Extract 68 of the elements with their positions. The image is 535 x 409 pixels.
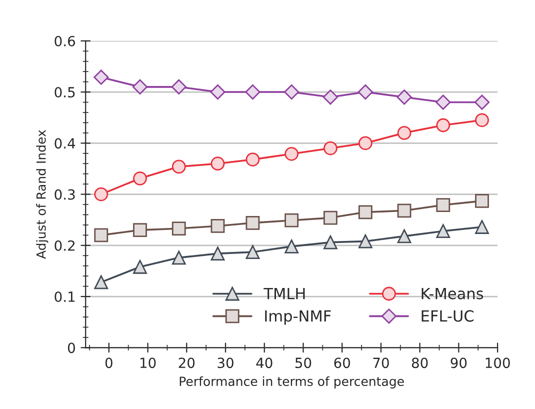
- y-tick-label: 0: [68, 342, 75, 354]
- point: [284, 84, 300, 100]
- x-axis-title: Performance in terms of percentage: [180, 376, 404, 388]
- point: [322, 90, 338, 105]
- point: [246, 152, 260, 166]
- point: [358, 84, 373, 100]
- x-tick-label: 50: [295, 358, 312, 368]
- point: [132, 79, 148, 94]
- x-tick-label: 80: [412, 358, 428, 368]
- y-axis-title: Adjust of Rand Index: [36, 130, 48, 259]
- point: [172, 250, 186, 265]
- point: [210, 84, 226, 100]
- point: [210, 156, 225, 171]
- legend-label: K-Means: [422, 288, 484, 300]
- x-tick-label: 30: [218, 358, 234, 368]
- point: [210, 246, 225, 261]
- point: [94, 228, 108, 242]
- point: [397, 126, 412, 140]
- point: [133, 171, 147, 186]
- point: [284, 146, 299, 161]
- point: [396, 90, 412, 105]
- point: [210, 219, 225, 233]
- point: [474, 94, 490, 110]
- x-tick-label: 60: [334, 358, 350, 368]
- point: [284, 239, 299, 254]
- y-tick-label: 0.1: [54, 291, 75, 302]
- x-tick-label: 0: [105, 358, 112, 368]
- point: [284, 213, 299, 228]
- point: [94, 70, 109, 85]
- point: [436, 118, 450, 132]
- point: [323, 210, 338, 225]
- point: [133, 260, 147, 274]
- point: [172, 160, 186, 174]
- point: [397, 204, 412, 218]
- y-tick-label: 0.3: [54, 189, 75, 200]
- point: [358, 234, 372, 248]
- point: [358, 205, 372, 220]
- point: [246, 216, 260, 230]
- legend-label: TMLH: [264, 288, 305, 300]
- point: [171, 79, 186, 94]
- point: [246, 245, 260, 259]
- point: [94, 187, 108, 202]
- point: [436, 94, 451, 110]
- point: [245, 84, 260, 100]
- point: [133, 223, 147, 238]
- x-tick-label: 10: [140, 358, 156, 368]
- x-tick-label: 90: [450, 358, 467, 368]
- point: [323, 235, 338, 250]
- y-tick-label: 0.6: [54, 36, 76, 46]
- x-tick-label: 20: [178, 358, 195, 368]
- point: [94, 275, 108, 290]
- point: [475, 194, 489, 208]
- point: [323, 141, 338, 156]
- point: [475, 220, 489, 234]
- point: [172, 222, 186, 236]
- point: [358, 136, 372, 150]
- point: [436, 198, 450, 212]
- point: [397, 229, 412, 244]
- x-tick-label: 40: [256, 358, 272, 368]
- y-tick-label: 0.4: [54, 138, 76, 149]
- point: [475, 113, 489, 128]
- legend-label: EFL-UC: [422, 310, 474, 322]
- x-tick-label: 100: [486, 358, 510, 368]
- y-tick-label: 0.2: [54, 240, 74, 251]
- point: [436, 224, 450, 238]
- x-tick-label: 70: [373, 358, 389, 368]
- legend-label: Imp-NMF: [265, 310, 331, 325]
- y-tick-label: 0.5: [54, 86, 75, 98]
